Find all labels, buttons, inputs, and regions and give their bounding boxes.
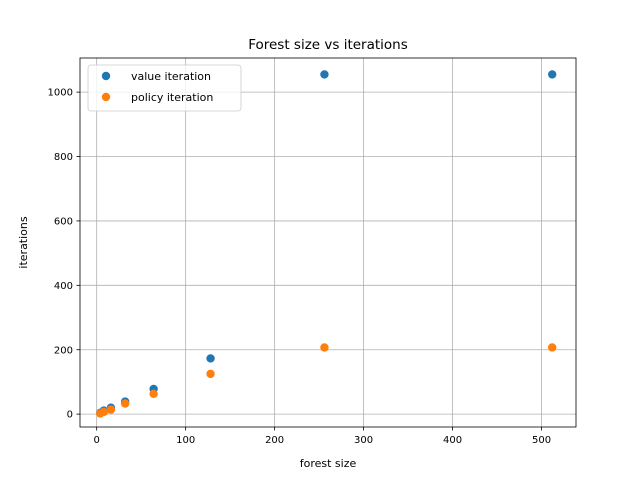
y-tick-label: 200 xyxy=(54,345,73,356)
legend-label-series-2: policy iteration xyxy=(131,91,213,104)
x-tick-label: 400 xyxy=(443,435,462,446)
x-tick-label: 500 xyxy=(532,435,551,446)
data-point-series-2 xyxy=(149,389,158,399)
axis-ticks: 0 100 200 300 400 500 0 200 400 600 800 1000 xyxy=(48,88,552,446)
data-point-series-2 xyxy=(206,369,215,379)
y-tick-label: 1000 xyxy=(48,88,73,99)
data-point-series-1 xyxy=(206,354,215,363)
x-tick-label: 200 xyxy=(265,435,284,446)
data-point-series-2 xyxy=(99,407,108,417)
legend-label-series-1: value iteration xyxy=(131,70,211,83)
y-tick-label: 600 xyxy=(54,217,73,228)
x-axis-label: forest size xyxy=(300,457,357,470)
legend-marker-series-1 xyxy=(101,71,111,81)
data-point-series-2 xyxy=(548,343,557,352)
y-tick-label: 400 xyxy=(54,281,73,292)
y-axis-label: iterations xyxy=(17,216,30,268)
chart-title: Forest size vs iterations xyxy=(248,37,408,53)
y-tick-label: 800 xyxy=(54,152,73,163)
data-point-series-2 xyxy=(120,399,130,408)
data-point-series-2 xyxy=(106,405,116,414)
plot-frame xyxy=(79,57,577,428)
legend-box xyxy=(87,64,242,112)
grid xyxy=(80,58,576,427)
x-tick-label: 0 xyxy=(93,435,99,446)
data-point-series-2 xyxy=(320,343,329,352)
data-points xyxy=(96,70,557,418)
legend: value iteration policy iteration xyxy=(87,64,242,112)
y-tick-label: 0 xyxy=(67,410,73,421)
data-point-series-1 xyxy=(548,70,557,79)
x-tick-label: 300 xyxy=(354,435,373,446)
data-point-series-1 xyxy=(320,70,329,79)
x-tick-label: 100 xyxy=(176,435,195,446)
legend-marker-series-2 xyxy=(101,92,111,102)
